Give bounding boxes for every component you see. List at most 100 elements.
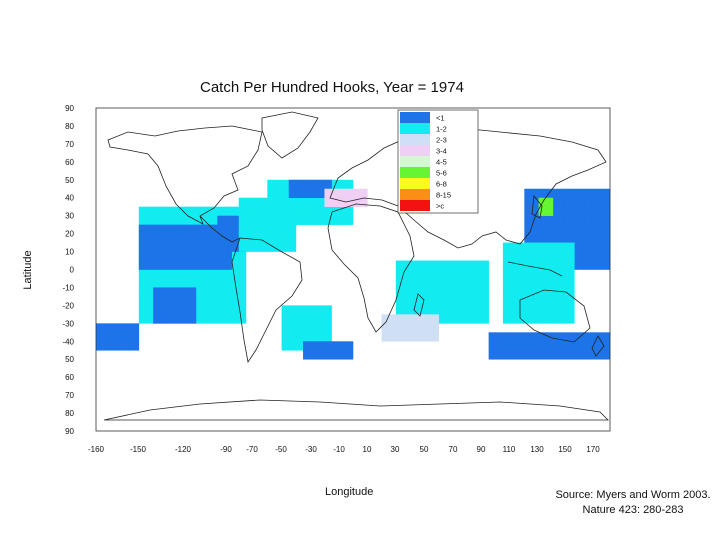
heatmap-cell — [138, 269, 147, 279]
heatmap-cell — [510, 296, 518, 306]
heatmap-cell — [345, 206, 354, 216]
heatmap-cell — [552, 260, 561, 270]
heatmap-cell — [545, 215, 554, 225]
heatmap-cell — [267, 188, 275, 199]
heatmap-cell — [174, 215, 182, 225]
heatmap-cell — [188, 206, 197, 216]
y-tick-label: 20 — [65, 230, 74, 239]
heatmap-cell — [303, 332, 311, 342]
heatmap-cell — [217, 215, 225, 225]
heatmap-cell — [138, 260, 147, 270]
heatmap-cell — [431, 296, 439, 306]
heatmap-cell — [181, 206, 190, 216]
heatmap-cell — [467, 314, 475, 324]
heatmap-cell — [524, 206, 532, 216]
heatmap-cell — [245, 215, 254, 225]
legend-label: >c — [436, 202, 444, 211]
heatmap-cell — [552, 305, 561, 315]
heatmap-cell — [145, 269, 154, 279]
heatmap-cell — [531, 296, 539, 306]
heatmap-cell — [395, 296, 404, 306]
heatmap-cell — [581, 260, 589, 270]
heatmap-cell — [217, 269, 225, 279]
plot-frame — [95, 107, 611, 432]
heatmap-cell — [360, 197, 368, 207]
heatmap-cell — [595, 260, 604, 270]
heatmap-cell — [338, 215, 347, 225]
heatmap-cell — [560, 224, 568, 234]
x-tick-label: -10 — [333, 445, 345, 454]
heatmap-cell — [417, 305, 425, 315]
heatmap-cell — [552, 251, 561, 261]
heatmap-cell — [295, 179, 304, 190]
japan-outline — [531, 194, 543, 219]
heatmap-cell — [288, 206, 297, 216]
heatmap-cell — [360, 188, 368, 199]
heatmap-cell — [181, 287, 190, 297]
heatmap-cell — [452, 278, 461, 288]
heatmap-cell — [552, 242, 561, 252]
heatmap-cell — [524, 314, 532, 324]
heatmap-cell — [210, 206, 218, 216]
heatmap-cell — [395, 305, 404, 315]
heatmap-cell — [431, 269, 439, 279]
heatmap-cell — [395, 332, 404, 342]
heatmap-cell — [238, 197, 247, 207]
heatmap-cell — [281, 323, 290, 333]
heatmap-cell — [153, 278, 161, 288]
legend-label: 4-5 — [436, 158, 447, 167]
heatmap-cell — [338, 206, 347, 216]
heatmap-cell — [338, 341, 347, 351]
heatmap-cell — [274, 233, 282, 243]
heatmap-cell — [567, 260, 575, 270]
heatmap-cell — [317, 206, 325, 216]
heatmap-cell — [552, 269, 561, 279]
heatmap-cell — [481, 269, 489, 279]
heatmap-cell — [260, 206, 268, 216]
heatmap-cell — [310, 332, 318, 342]
heatmap-cell — [595, 188, 604, 199]
heatmap-cell — [460, 314, 468, 324]
heatmap-cell — [238, 314, 247, 324]
heatmap-cell — [431, 260, 439, 270]
heatmap-cell — [160, 242, 168, 252]
heatmap-cell — [253, 233, 261, 243]
heatmap-cell — [195, 215, 204, 225]
heatmap-cell — [231, 305, 240, 315]
heatmap-cell — [303, 305, 311, 315]
heatmap-cell — [524, 305, 532, 315]
heatmap-cell — [502, 296, 511, 306]
heatmap-cell — [224, 260, 232, 270]
heatmap-cell — [331, 197, 340, 207]
heatmap-cell — [338, 188, 347, 199]
heatmap-cell — [574, 341, 582, 351]
heatmap-cell — [531, 215, 539, 225]
heatmap-cell — [317, 323, 325, 333]
heatmap-cell — [267, 215, 275, 225]
heatmap-cell — [288, 188, 297, 199]
heatmap-cell — [153, 287, 161, 297]
heatmap-cell — [495, 341, 504, 351]
heatmap-cell — [260, 242, 268, 252]
heatmap-cell — [160, 287, 168, 297]
heatmap-cell — [567, 242, 575, 252]
heatmap-cell — [317, 179, 325, 190]
heatmap-cell — [531, 224, 539, 234]
heatmap-cell — [303, 215, 311, 225]
heatmap-cell — [545, 242, 554, 252]
heatmap-cell — [295, 215, 304, 225]
heatmap-cell — [138, 251, 147, 261]
heatmap-cell — [588, 188, 597, 199]
heatmap-cell — [402, 305, 411, 315]
x-tick-label: -160 — [88, 445, 105, 454]
heatmap-cell — [510, 332, 518, 342]
heatmap-cell — [517, 287, 525, 297]
heatmap-cell — [217, 296, 225, 306]
heatmap-cell — [538, 332, 547, 342]
heatmap-cell — [417, 287, 425, 297]
heatmap-cell — [452, 296, 461, 306]
heatmap-cell — [595, 233, 604, 243]
heatmap-cell — [138, 206, 147, 216]
heatmap-cell — [545, 341, 554, 351]
heatmap-cell — [595, 242, 604, 252]
